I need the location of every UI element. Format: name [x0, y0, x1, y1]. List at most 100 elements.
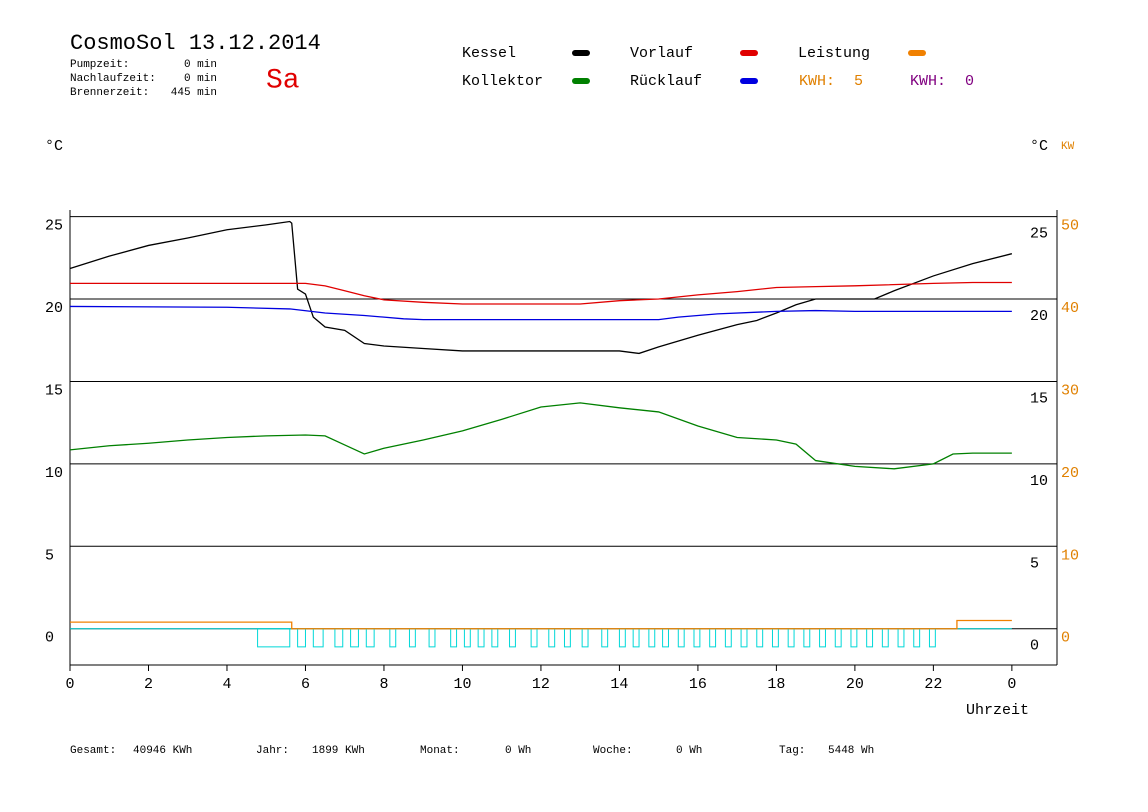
footer-value: 40946 KWh	[133, 745, 192, 757]
x-tick-label: 18	[767, 676, 785, 693]
x-tick-label: 0	[1007, 676, 1016, 693]
x-tick-label: 12	[532, 676, 550, 693]
y-tick-label: 20	[45, 300, 63, 317]
y-tick-label: 25	[45, 218, 63, 235]
x-axis-label: Uhrzeit	[966, 702, 1029, 719]
series-line	[70, 281, 1012, 305]
pump-pulse	[257, 628, 291, 648]
footer-label: Gesamt:	[70, 745, 116, 757]
series-line	[70, 619, 1012, 630]
pump-pulse	[408, 628, 416, 648]
y-tick-label-right: 5	[1030, 555, 1039, 572]
kwh-label: KWH:	[910, 73, 946, 90]
pump-pulse	[897, 628, 905, 648]
footer-label: Monat:	[420, 745, 460, 757]
x-tick-label: 2	[144, 676, 153, 693]
pump-pulse	[693, 628, 701, 648]
pump-pulse	[365, 628, 375, 648]
pump-pulse	[389, 628, 397, 648]
stat-label: Pumpzeit:	[70, 59, 129, 71]
series-line	[69, 220, 1013, 355]
pump-pulse	[819, 628, 826, 648]
footer-label: Jahr:	[256, 745, 289, 757]
legend-swatch	[740, 78, 758, 84]
footer-value: 5448 Wh	[828, 745, 874, 757]
y-tick-label-right: 15	[1030, 390, 1048, 407]
pump-pulse	[463, 628, 471, 648]
pump-pulse	[563, 628, 571, 648]
pump-pulse	[509, 628, 516, 648]
kwh-value: 0	[965, 73, 974, 90]
footer-value: 0 Wh	[505, 745, 531, 757]
title: CosmoSol 13.12.2014	[70, 31, 321, 56]
pump-pulse	[881, 628, 889, 648]
pump-pulse	[866, 628, 874, 648]
pump-pulse	[850, 628, 858, 648]
series-line	[69, 402, 1012, 470]
pump-pulse	[803, 628, 811, 648]
pump-pulse	[548, 628, 556, 648]
pump-pulse	[724, 628, 732, 648]
pump-pulse	[350, 628, 359, 648]
pump-pulse	[771, 628, 779, 648]
day: Sa	[266, 65, 300, 96]
y2-axis-label: °C	[1030, 138, 1048, 155]
x-tick-label: 14	[610, 676, 628, 693]
pump-pulse	[581, 628, 589, 648]
stat-value: 445 min	[171, 87, 217, 99]
y-tick-label: 0	[45, 630, 54, 647]
pump-pulse	[428, 628, 436, 648]
legend-swatch	[908, 50, 926, 56]
footer-label: Woche:	[593, 745, 633, 757]
y2-tick-label: 0	[1061, 630, 1070, 647]
y2-unit: KW	[1061, 141, 1075, 153]
y2-tick-label: 20	[1061, 465, 1079, 482]
y-tick-label-right: 0	[1030, 638, 1039, 655]
y2-tick-label: 40	[1061, 300, 1079, 317]
pump-pulse	[787, 628, 795, 648]
footer-value: 0 Wh	[676, 745, 702, 757]
x-tick-label: 16	[689, 676, 707, 693]
footer-label: Tag:	[779, 745, 805, 757]
pump-pulse	[601, 628, 609, 648]
pump-pulse	[709, 628, 717, 648]
legend-label: Leistung	[798, 45, 870, 62]
y-tick-label: 5	[45, 547, 54, 564]
y2-tick-label: 10	[1061, 547, 1079, 564]
pump-pulse	[740, 628, 748, 648]
pump-pulse	[618, 628, 626, 648]
legend-label: Kollektor	[462, 73, 543, 90]
x-tick-label: 22	[924, 676, 942, 693]
series-line	[69, 305, 1012, 321]
pump-pulse	[477, 628, 485, 648]
y-tick-label-right: 25	[1030, 226, 1048, 243]
y-tick-label: 15	[45, 382, 63, 399]
x-tick-label: 0	[65, 676, 74, 693]
legend-swatch	[572, 78, 590, 84]
footer-value: 1899 KWh	[312, 745, 365, 757]
y-axis-label: °C	[45, 138, 63, 155]
x-tick-label: 20	[846, 676, 864, 693]
y2-tick-label: 50	[1061, 218, 1079, 235]
pump-pulse	[913, 628, 921, 648]
pump-pulse	[632, 628, 640, 648]
pump-pulse	[450, 628, 458, 648]
stat-value: 0 min	[184, 59, 217, 71]
pump-pulse	[662, 628, 669, 648]
pump-pulse	[677, 628, 685, 648]
legend-swatch	[740, 50, 758, 56]
x-tick-label: 6	[301, 676, 310, 693]
kwh-label: KWH:	[799, 73, 835, 90]
y2-tick-label: 30	[1061, 382, 1079, 399]
pump-pulse	[530, 628, 538, 648]
y-tick-label-right: 20	[1030, 308, 1048, 325]
stat-label: Brennerzeit:	[70, 87, 149, 99]
legend-swatch	[572, 50, 590, 56]
kwh-value: 5	[854, 73, 863, 90]
pump-pulse	[648, 628, 656, 648]
pump-pulse	[834, 628, 842, 648]
x-tick-label: 10	[453, 676, 471, 693]
y-tick-label-right: 10	[1030, 473, 1048, 490]
